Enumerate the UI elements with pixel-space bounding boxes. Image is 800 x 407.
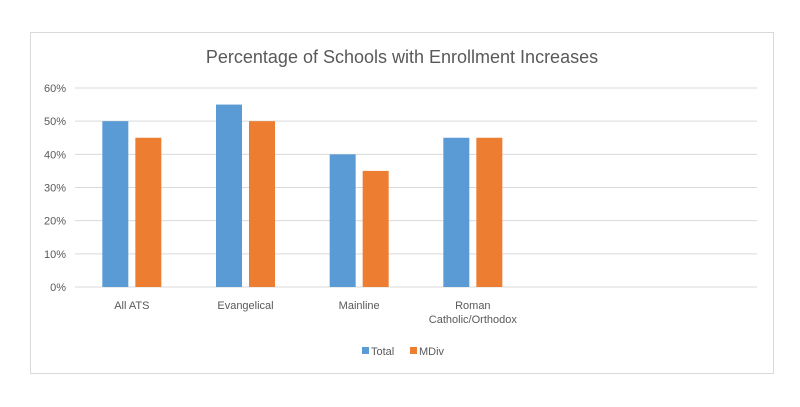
y-tick-label: 40%	[44, 149, 66, 161]
bar-total	[443, 137, 470, 287]
y-axis-ticks: 0% 10% 20% 30% 40% 50% 60%	[44, 83, 66, 294]
bar-mdiv	[362, 170, 389, 287]
bars	[102, 104, 503, 288]
legend-label: Total	[371, 346, 394, 358]
bar-total	[329, 154, 356, 287]
x-tick-label: Catholic/Orthodox	[429, 314, 518, 326]
x-tick-label: Roman	[455, 300, 490, 312]
legend: Total MDiv	[362, 346, 445, 358]
legend-swatch	[410, 347, 417, 354]
legend-swatch	[362, 347, 369, 354]
x-tick-label: All ATS	[114, 300, 149, 312]
legend-label: MDiv	[419, 346, 445, 358]
y-tick-label: 50%	[44, 116, 66, 128]
bar-mdiv	[476, 137, 503, 287]
y-tick-label: 10%	[44, 249, 66, 261]
x-tick-label: Mainline	[339, 300, 380, 312]
y-tick-label: 20%	[44, 216, 66, 228]
bar-mdiv	[135, 137, 162, 287]
y-tick-label: 30%	[44, 183, 66, 195]
y-tick-label: 0%	[50, 282, 66, 294]
x-tick-label: Evangelical	[217, 300, 273, 312]
x-axis-labels: All ATS Evangelical Mainline Roman Catholic/…	[114, 300, 517, 326]
gridlines	[75, 87, 757, 288]
bar-total	[102, 121, 129, 288]
bar-mdiv	[249, 121, 275, 288]
chart-title: Percentage of Schools with Enrollment In…	[206, 47, 598, 67]
y-tick-label: 60%	[44, 83, 66, 95]
bar-total	[216, 104, 242, 287]
